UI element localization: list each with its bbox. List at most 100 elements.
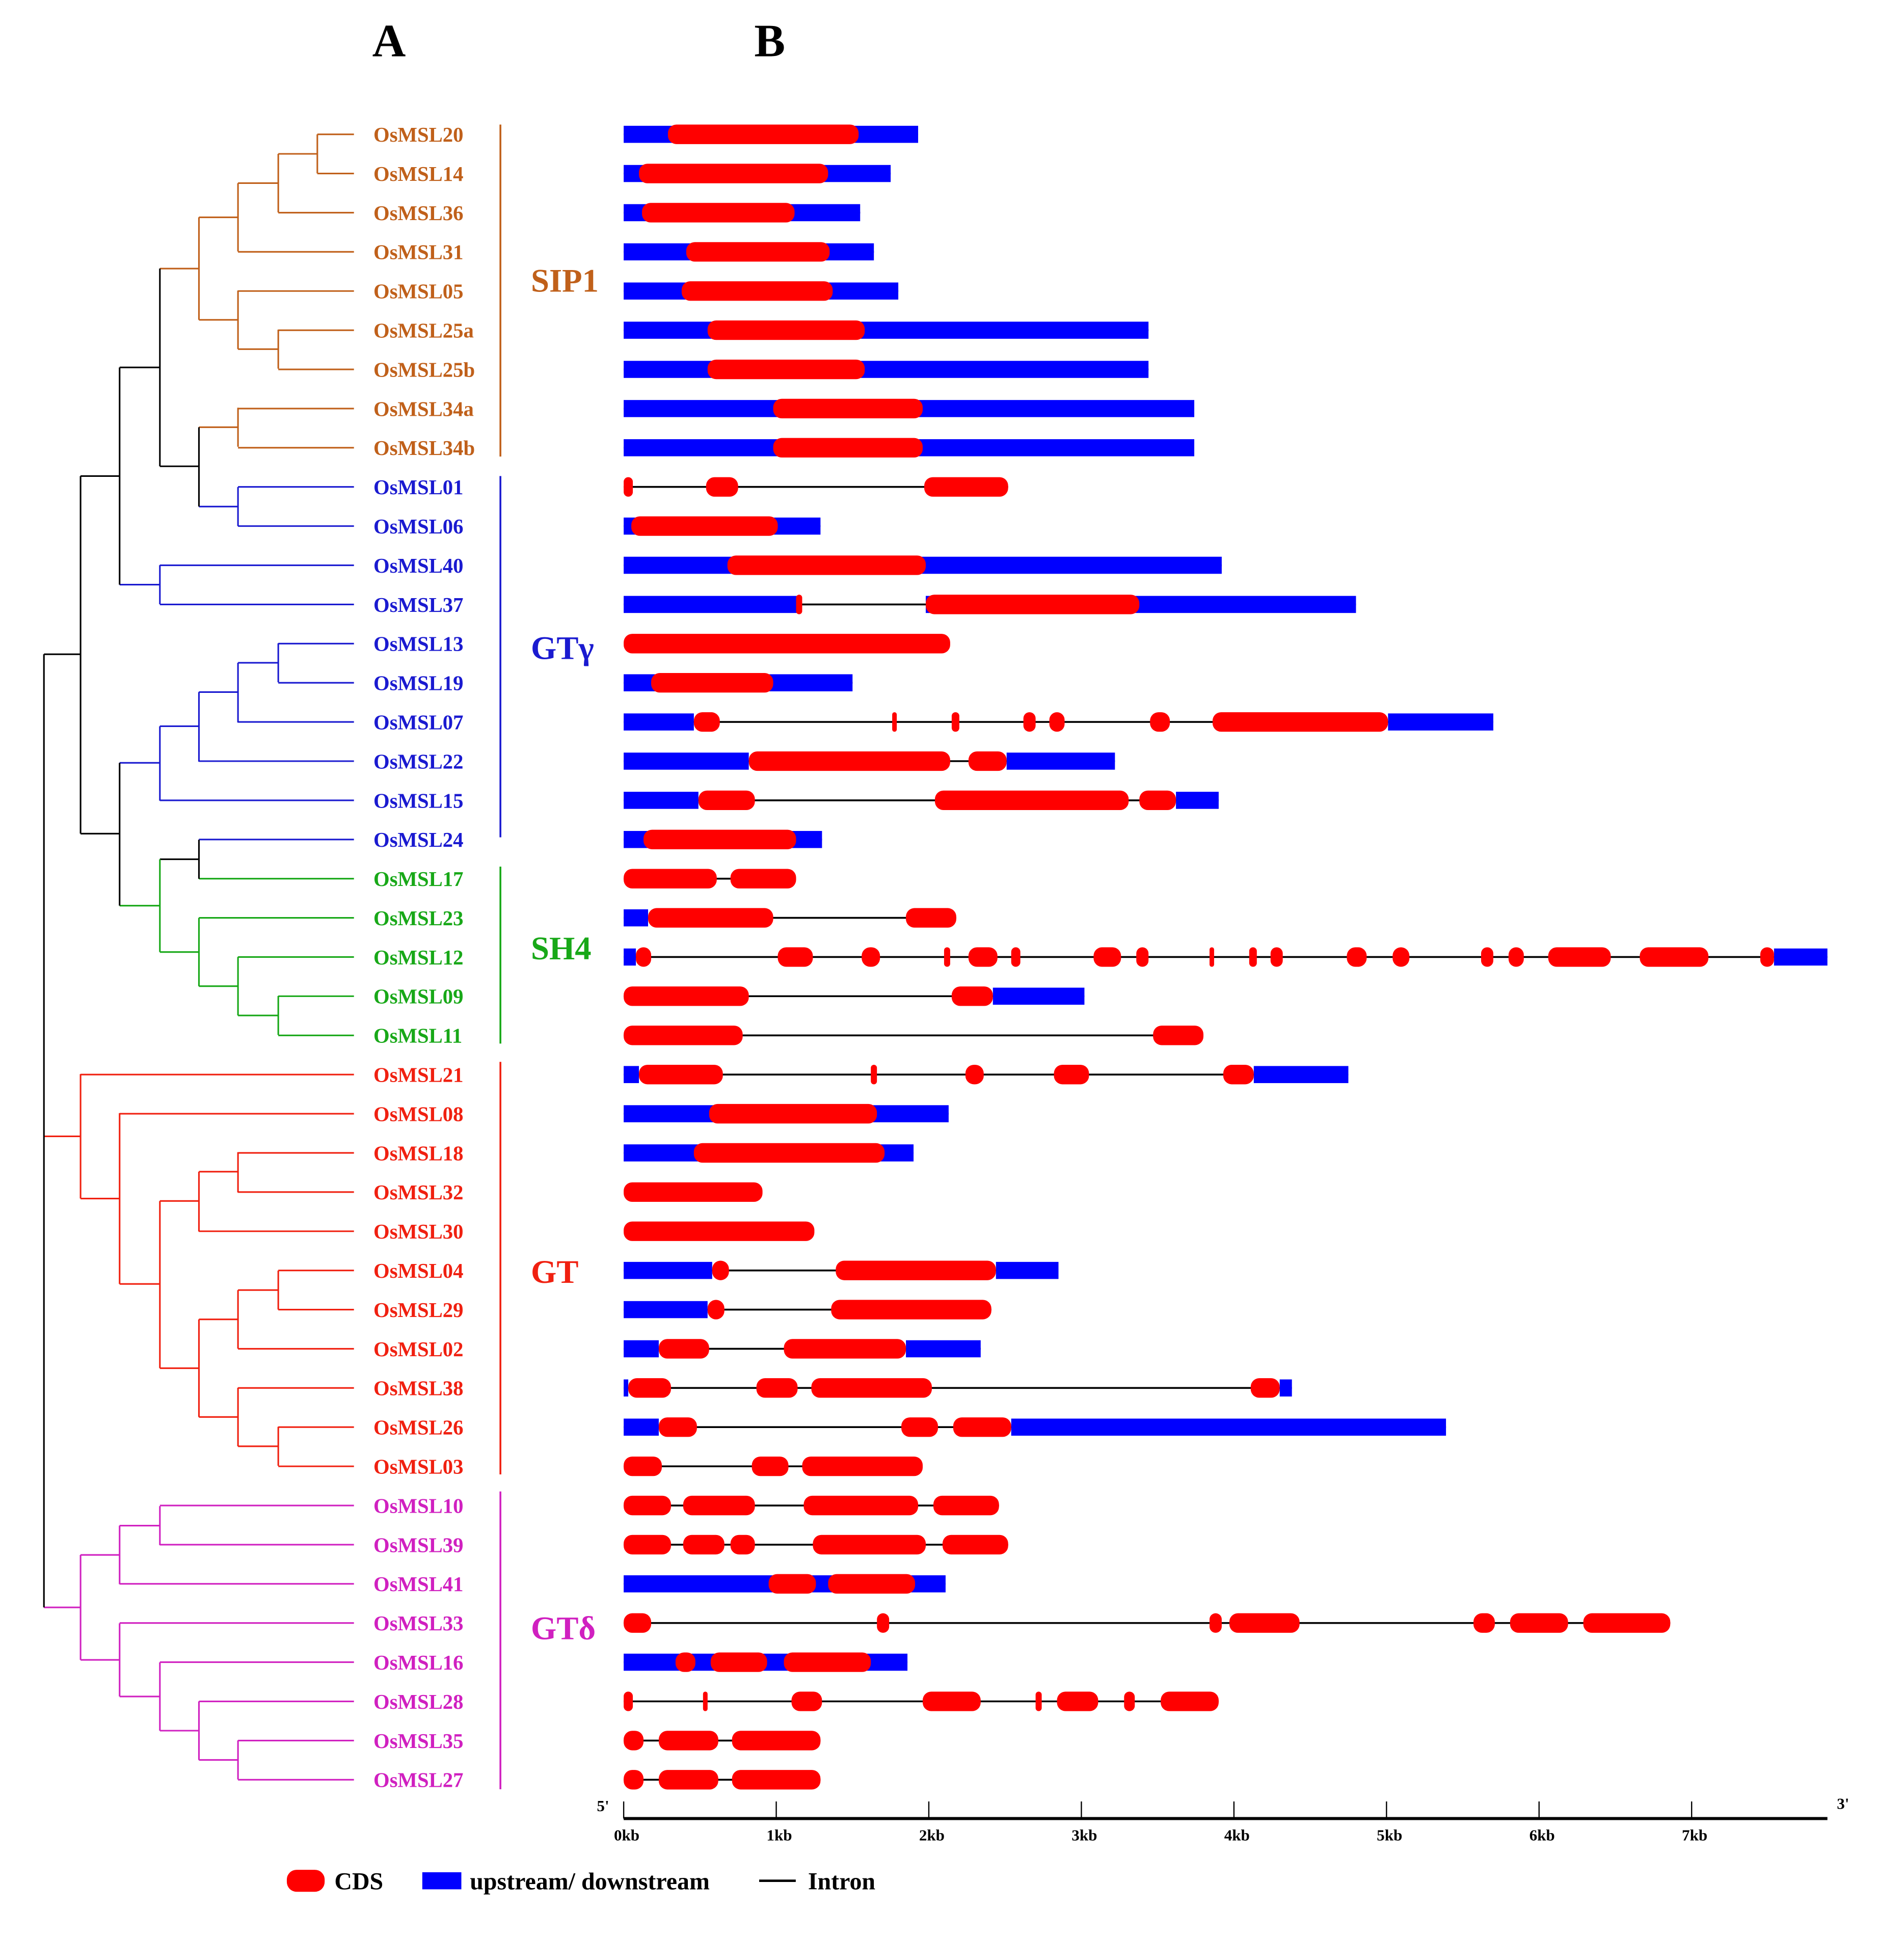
cds-exon: [707, 359, 865, 380]
gene-structure-OsMSL21: [624, 1065, 1349, 1085]
cds-exon: [877, 1613, 890, 1633]
utr-segment: [624, 1418, 659, 1436]
axis-tick-label: 4kb: [1224, 1826, 1250, 1844]
cds-exon: [934, 790, 1129, 811]
gene-label: OsMSL25a: [373, 319, 474, 342]
gene-label: OsMSL08: [373, 1102, 463, 1125]
utr-segment: [624, 713, 694, 731]
gene-label: OsMSL28: [373, 1690, 463, 1713]
cds-exon: [642, 203, 795, 223]
gene-label: OsMSL37: [373, 594, 463, 616]
cds-exon: [1212, 712, 1388, 732]
cds-exon: [624, 1731, 644, 1751]
utr-segment: [624, 596, 798, 613]
cds-exon: [658, 1731, 718, 1751]
cds-exon: [624, 634, 950, 654]
utr-segment: [1176, 792, 1219, 809]
gene-structure-OsMSL30: [624, 1221, 815, 1241]
cds-exon: [686, 242, 830, 262]
gene-structure-OsMSL08: [624, 1104, 949, 1124]
gene-label: OsMSL13: [373, 633, 463, 656]
gene-label: OsMSL30: [373, 1220, 463, 1243]
cds-exon: [1508, 947, 1524, 967]
cds-exon: [784, 1652, 871, 1672]
cds-exon: [658, 1770, 718, 1790]
cds-exon: [1054, 1065, 1089, 1085]
cds-exon: [624, 986, 749, 1006]
panel-b-header: B: [754, 15, 785, 66]
cds-exon: [707, 1300, 725, 1320]
cds-exon: [862, 947, 880, 967]
cds-exon: [1392, 947, 1410, 967]
cds-exon: [901, 1417, 938, 1437]
clade-label: SIP1: [531, 262, 599, 299]
cds-exon: [933, 1495, 999, 1516]
gene-label: OsMSL32: [373, 1181, 463, 1204]
utr-segment: [1253, 1066, 1349, 1083]
gene-structure-OsMSL34a: [624, 398, 1195, 419]
gene-structure-OsMSL05: [624, 281, 899, 301]
cds-exon: [624, 1535, 671, 1555]
gene-label: OsMSL38: [373, 1377, 463, 1400]
gene-label: OsMSL33: [373, 1612, 463, 1635]
gene-structure-OsMSL31: [624, 242, 874, 262]
gene-structure-OsMSL32: [624, 1182, 763, 1202]
cds-exon: [1023, 712, 1036, 732]
utr-segment: [624, 361, 1149, 378]
gene-structure-OsMSL09: [624, 986, 1085, 1006]
cds-exon: [1223, 1065, 1254, 1085]
gene-structure-OsMSL29: [624, 1300, 991, 1320]
gene-structure-OsMSL19: [624, 673, 853, 693]
gene-structure-OsMSL36: [624, 203, 861, 223]
cds-exon: [693, 1143, 885, 1163]
gene-structure-OsMSL25b: [624, 359, 1149, 380]
legend-intron-label: Intron: [808, 1868, 875, 1895]
cds-exon: [1347, 947, 1367, 967]
legend-cds-label: CDS: [334, 1868, 383, 1895]
gene-label: OsMSL26: [373, 1416, 463, 1439]
cds-exon: [791, 1691, 822, 1711]
cds-exon: [1510, 1613, 1568, 1633]
cds-exon: [1209, 947, 1214, 967]
cds-exon: [1583, 1613, 1671, 1633]
cds-exon: [803, 1495, 919, 1516]
axis-tick-label: 1kb: [766, 1826, 792, 1844]
utr-segment: [906, 1340, 981, 1358]
utr-segment: [1006, 752, 1115, 770]
gene-structure-OsMSL07: [624, 712, 1493, 732]
utr-segment: [624, 1261, 712, 1279]
gene-structure-OsMSL14: [624, 164, 891, 183]
legend: CDS upstream/ downstream Intron: [286, 1868, 875, 1895]
legend-utr-swatch: [422, 1872, 462, 1890]
gene-structure-OsMSL41: [624, 1574, 946, 1594]
gene-label: OsMSL40: [373, 554, 463, 577]
cds-exon: [953, 1417, 1011, 1437]
cds-exon: [1760, 947, 1774, 967]
cds-exon: [658, 1339, 709, 1359]
cds-exon: [624, 1691, 633, 1711]
utr-segment: [624, 321, 1149, 339]
cds-exon: [828, 1574, 916, 1594]
cds-exon: [681, 281, 833, 301]
cds-exon: [924, 477, 1008, 497]
gene-structure-OsMSL34b: [624, 438, 1195, 458]
gene-label: OsMSL01: [373, 476, 463, 499]
gene-structure-OsMSL15: [624, 790, 1219, 811]
clade-label: SH4: [531, 930, 592, 966]
cds-exon: [698, 790, 755, 811]
cds-exon: [658, 1417, 697, 1437]
clade-brackets: SIP1 GTγ SH4 GT GTδ: [499, 124, 599, 1789]
cds-exon: [624, 1613, 652, 1633]
cds-exon: [811, 1378, 932, 1398]
utr-segment: [1388, 713, 1493, 731]
gene-structure-OsMSL35: [624, 1731, 821, 1751]
cds-exon: [639, 164, 828, 183]
gene-label: OsMSL18: [373, 1142, 463, 1165]
gene-label: OsMSL23: [373, 907, 463, 930]
utr-segment: [1011, 1418, 1446, 1436]
clade-label: GTδ: [531, 1609, 596, 1646]
cds-exon: [1161, 1691, 1219, 1711]
cds-exon: [624, 1770, 644, 1790]
gene-label: OsMSL35: [373, 1730, 463, 1753]
